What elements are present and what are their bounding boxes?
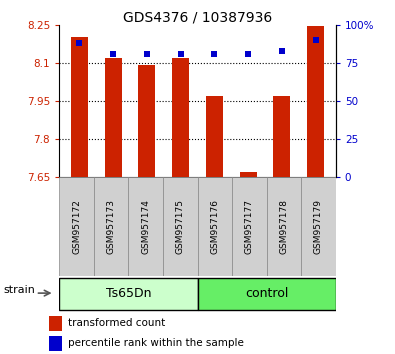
Bar xyxy=(240,172,256,177)
Point xyxy=(312,37,319,43)
Bar xyxy=(139,65,155,177)
Bar xyxy=(59,177,94,276)
Point xyxy=(211,51,218,57)
Text: GSM957178: GSM957178 xyxy=(279,199,288,254)
Bar xyxy=(198,278,336,310)
Point xyxy=(278,48,285,53)
Point xyxy=(110,51,117,57)
Text: percentile rank within the sample: percentile rank within the sample xyxy=(68,338,244,348)
Bar xyxy=(232,177,267,276)
Text: GSM957179: GSM957179 xyxy=(314,199,323,254)
Text: GDS4376 / 10387936: GDS4376 / 10387936 xyxy=(123,11,272,25)
Text: control: control xyxy=(245,287,288,299)
Bar xyxy=(71,38,88,177)
Text: Ts65Dn: Ts65Dn xyxy=(105,287,151,299)
Bar xyxy=(198,177,232,276)
Bar xyxy=(206,96,223,177)
Bar xyxy=(267,177,301,276)
Text: GSM957177: GSM957177 xyxy=(245,199,254,254)
Bar xyxy=(172,58,189,177)
Bar xyxy=(94,177,128,276)
Bar xyxy=(301,177,336,276)
Point xyxy=(245,51,251,57)
Text: GSM957172: GSM957172 xyxy=(72,199,81,254)
Text: GSM957174: GSM957174 xyxy=(141,199,150,254)
Point xyxy=(144,51,150,57)
Text: strain: strain xyxy=(3,285,35,295)
Text: GSM957175: GSM957175 xyxy=(176,199,185,254)
Text: GSM957176: GSM957176 xyxy=(210,199,219,254)
Text: transformed count: transformed count xyxy=(68,318,165,329)
Text: GSM957173: GSM957173 xyxy=(107,199,116,254)
Bar xyxy=(273,96,290,177)
Point xyxy=(76,40,83,46)
Bar xyxy=(105,58,122,177)
Bar xyxy=(49,336,62,350)
Bar xyxy=(128,177,163,276)
Bar xyxy=(307,26,324,177)
Bar xyxy=(163,177,198,276)
Bar xyxy=(59,278,198,310)
Point xyxy=(177,51,184,57)
Bar xyxy=(49,316,62,331)
